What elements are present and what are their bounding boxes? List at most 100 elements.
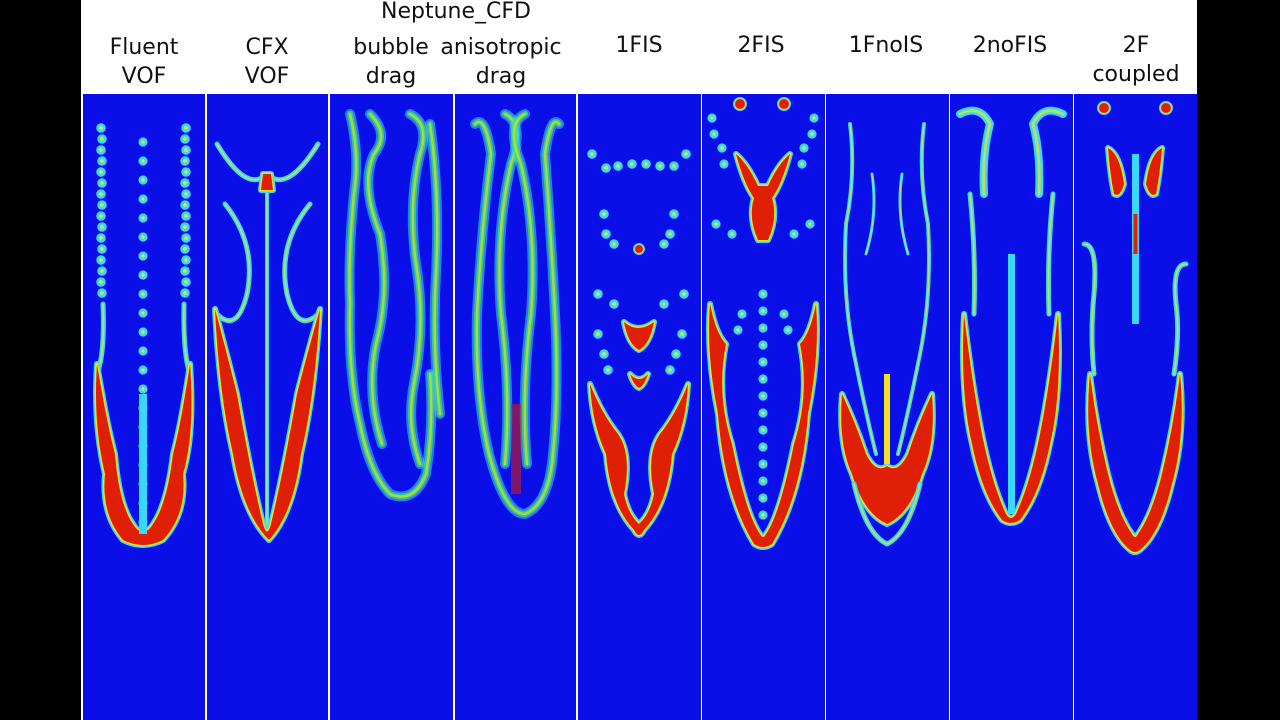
p5-mid-bubble-2-core [736,328,740,332]
p0-right-bubble-13-core [183,269,187,273]
p6-center-jet [884,374,890,464]
p0-center-bubble-0-core [141,140,145,144]
neptune-cfd-group-title: Neptune_CFD [381,0,531,24]
p4-bubble-7-core [658,164,662,168]
label-1fnois: 1FnoIS [848,33,924,58]
p5-center-bubble-2-core [761,326,765,330]
p0-right-bubble-14-core [184,280,188,284]
p5-mid-bubble-1-core [782,312,786,316]
p5-center-bubble-1-core [761,309,765,313]
p4-plume-core [590,384,688,535]
p6-contour-svg [838,122,936,547]
p0-center-bubble-5-core [141,235,145,239]
p8-left-finger-core [1108,148,1124,195]
p5-center-bubble-5-core [761,377,765,381]
p0-right-bubble-9-core [183,225,187,229]
label-anisotropic-drag: anisotropic drag [440,35,562,89]
p4-bubble-8-core [602,212,606,216]
p4-bubble-3-core [672,164,676,168]
p5-mid-bubble-0-core [740,312,744,316]
p0-center-bubble-7-core [141,273,145,277]
p5-center-bubble-6-core [761,394,765,398]
p5-side-bubble-3-core [792,232,796,236]
p5-center-bubble-13-core [761,513,765,517]
p4-bubble-10-core [604,232,608,236]
p4-bubble-23-core [668,368,672,372]
label-2f-coupled: 2F coupled [1092,33,1180,87]
p7-top-left-hook-yellow [958,109,992,196]
p5-center-bubble-3-core [761,343,765,347]
p5-ring-bubble-7-core [800,162,804,166]
p5-center-bubble-10-core [761,462,765,466]
p0-right-bubble-3-core [183,159,187,163]
p0-center-bubble-1-core [141,159,145,163]
p4-bubble-1-core [604,166,608,170]
label-1fis: 1FIS [615,33,663,58]
p1-right-arm-yellow [283,203,319,322]
p5-center-bubble-8-core [761,428,765,432]
p5-center-bubble-9-core [761,445,765,449]
p0-left-bubble-10-core [99,236,103,240]
panel-anisotropic-drag [455,94,576,720]
p4-bubble-0-core [590,152,594,156]
p4-center-drop-core [635,245,643,253]
p0-left-bubble-6-core [99,192,103,196]
p0-right-bubble-12-core [184,258,188,262]
p4-bubble-19-core [680,332,684,336]
p0-left-bubble-3-core [100,159,104,163]
p4-bubble-4-core [616,164,620,168]
p4-bubble-22-core [606,368,610,372]
p1-top-knot-core [261,174,273,190]
p4-bubble-11-core [668,232,672,236]
p8-contour-svg [1081,101,1189,555]
p7-center-jet [1008,254,1015,514]
p3-contour-svg [470,109,564,519]
p4-bubble-18-core [596,332,600,336]
p5-side-bubble-1-core [808,222,812,226]
p0-left-bubble-5-core [100,181,104,185]
p0-plume-core [96,364,192,545]
p5-center-bubble-4-core [761,360,765,364]
p5-side-bubble-2-core [730,232,734,236]
p6-right-streamer-yellow [897,123,930,455]
figure-frame: Neptune_CFD Fluent VOF CFX VOF bubble dr… [81,0,1197,720]
p0-right-bubble-15-core [183,291,187,295]
p7-left-stream-yellow [969,193,976,315]
p5-ring-bubble-0-core [710,116,714,120]
panel-2fis [702,94,825,720]
p2-inner-right-core [408,112,425,466]
p0-left-bubble-4-core [99,170,103,174]
p5-ring-bubble-5-core [802,146,806,150]
p7-right-stream-yellow [1047,193,1054,315]
p4-bubble-13-core [662,242,666,246]
p5-center-bubble-11-core [761,479,765,483]
p4-bubble-12-core [612,242,616,246]
p0-center-bubble-13-core [141,387,145,391]
p4-bubble-14-core [596,292,600,296]
p0-center-bubble-8-core [141,292,145,296]
p2-inner-left-core [366,112,386,446]
p0-right-bubble-8-core [184,214,188,218]
p3-core-patch [511,404,521,494]
p5-top-drop-left-core [735,99,745,109]
p8-right-finger-core [1146,148,1162,195]
p5-ring-bubble-1-core [812,116,816,120]
p5-top-drop-right-core [779,99,789,109]
p5-ring-bubble-6-core [722,162,726,166]
label-bubble-drag: bubble drag [353,35,429,89]
p4-bubble-21-core [674,352,678,356]
p0-left-bubble-1-core [100,137,104,141]
p6-left-curl-cyan [864,172,876,256]
p6-right-curl-cyan [898,172,910,256]
p4-bubble-16-core [612,302,616,306]
p1-plume-core [215,309,320,540]
p0-right-bubble-4-core [184,170,188,174]
p0-right-bubble-5-core [183,181,187,185]
p0-left-bubble-11-core [100,247,104,251]
p0-right-bubble-11-core [183,247,187,251]
p0-left-bubble-15-core [100,291,104,295]
p7-plume-core [963,314,1059,523]
p0-center-bubble-4-core [141,216,145,220]
p2-contour-svg [344,109,445,502]
p4-bubble-5-core [630,162,634,166]
